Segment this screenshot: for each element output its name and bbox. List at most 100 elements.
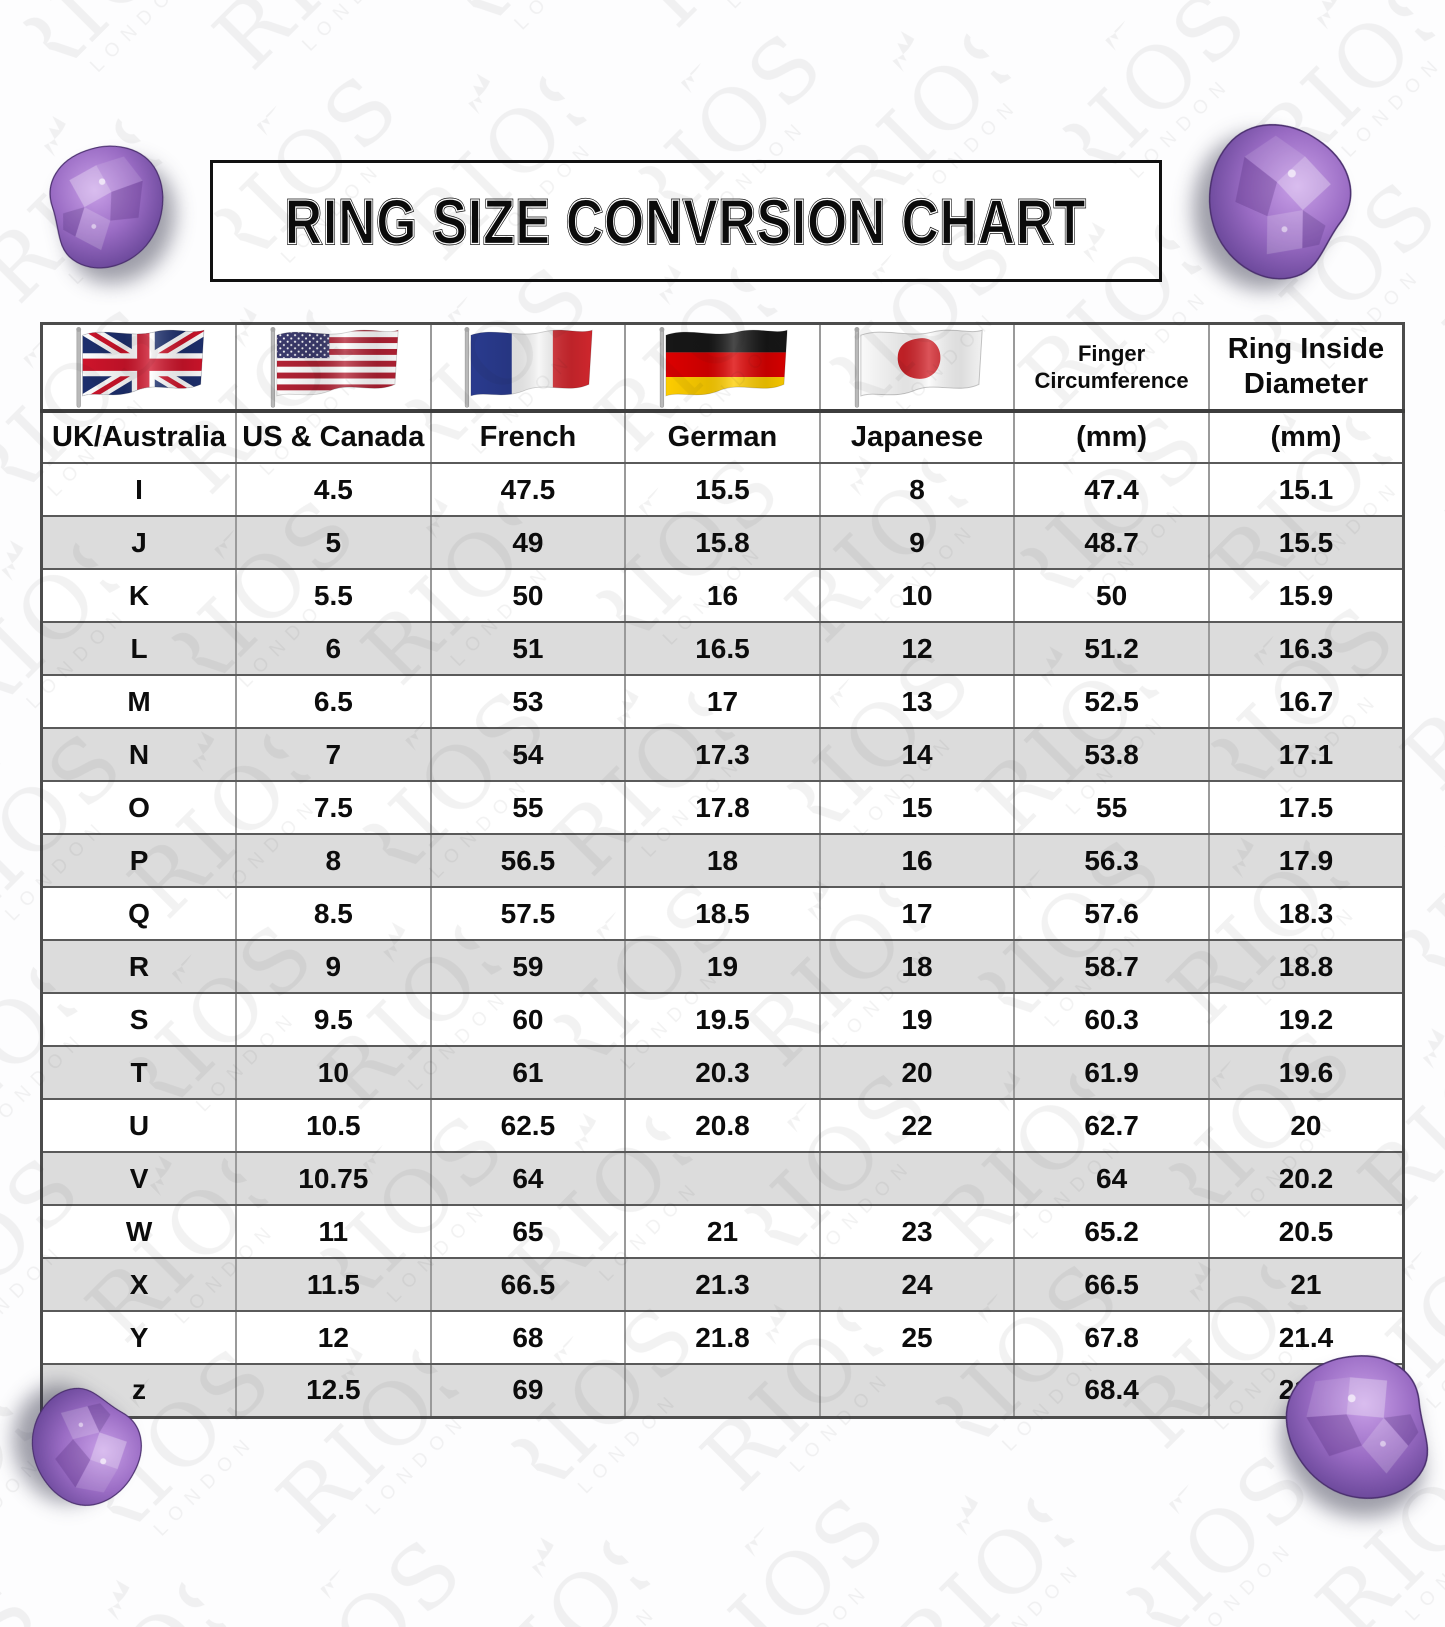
table-cell: 8.5 <box>235 886 432 941</box>
table-cell: 10.75 <box>235 1151 432 1206</box>
table-cell: 10 <box>235 1045 432 1100</box>
table-cell: 16.3 <box>1207 621 1405 676</box>
table-row: P 8 56.5 18 16 56.3 17.9 <box>40 833 1405 888</box>
germany-flag-icon <box>630 327 815 409</box>
table-row: T 10 61 20.3 20 61.9 19.6 <box>40 1045 1405 1100</box>
table-cell: 12.5 <box>235 1363 432 1418</box>
table-cell: 56.3 <box>1013 833 1210 888</box>
table-header: Finger Circumference Ring Inside Diamete… <box>40 322 1405 464</box>
uk-size-cell: N <box>40 727 238 782</box>
table-cell <box>624 1151 821 1206</box>
title-box: RING SIZE CONVRSION CHART RING SIZE CONV… <box>210 160 1162 282</box>
column-label-japanese: Japanese <box>818 410 1016 464</box>
table-cell: 20.2 <box>1207 1151 1405 1206</box>
table-cell: 17.9 <box>1207 833 1405 888</box>
table-cell: 7 <box>235 727 432 782</box>
table-cell: 23 <box>818 1204 1016 1259</box>
ring-inside-diameter-line1: Ring Inside <box>1227 333 1385 366</box>
table-cell: 21 <box>624 1204 821 1259</box>
table-cell: 16 <box>624 568 821 623</box>
table-cell: 19 <box>624 939 821 994</box>
table-cell: 56.5 <box>429 833 627 888</box>
table-row: O 7.5 55 17.8 15 55 17.5 <box>40 780 1405 835</box>
france-flag-icon <box>435 327 620 409</box>
table-cell <box>818 1363 1016 1418</box>
table-cell: 17 <box>818 886 1016 941</box>
table-row: W 11 65 21 23 65.2 20.5 <box>40 1204 1405 1259</box>
table-cell: 15.5 <box>1207 515 1405 570</box>
table-cell: 18.8 <box>1207 939 1405 994</box>
table-cell: 48.7 <box>1013 515 1210 570</box>
table-cell: 66.5 <box>1013 1257 1210 1312</box>
table-cell: 52.5 <box>1013 674 1210 729</box>
uk-size-cell: L <box>40 621 238 676</box>
table-row: I 4.5 47.5 15.5 8 47.4 15.1 <box>40 462 1405 517</box>
table-cell: 11 <box>235 1204 432 1259</box>
table-cell <box>624 1363 821 1418</box>
table-cell: 20 <box>1207 1098 1405 1153</box>
table-cell: 20 <box>818 1045 1016 1100</box>
table-cell: 18.5 <box>624 886 821 941</box>
table-cell: 10 <box>818 568 1016 623</box>
finger-circumference-line2: Circumference <box>1034 368 1189 393</box>
japan-flag-cell <box>818 322 1016 413</box>
table-cell: 54 <box>429 727 627 782</box>
table-cell: 20.8 <box>624 1098 821 1153</box>
column-label-diameter-mm: (mm) <box>1207 410 1405 464</box>
uk-flag-cell <box>40 322 238 413</box>
uk-size-cell: S <box>40 992 238 1047</box>
ring-inside-diameter-header: Ring Inside Diameter <box>1207 322 1405 413</box>
table-cell: 61.9 <box>1013 1045 1210 1100</box>
table-row: N 7 54 17.3 14 53.8 17.1 <box>40 727 1405 782</box>
table-cell: 24 <box>818 1257 1016 1312</box>
germany-flag-cell <box>624 322 821 413</box>
table-body: I 4.5 47.5 15.5 8 47.4 15.1 J 5 49 15.8 9 48.7 15.5 K 5… <box>40 462 1405 1418</box>
table-cell: 51.2 <box>1013 621 1210 676</box>
table-row: U 10.5 62.5 20.8 22 62.7 20 <box>40 1098 1405 1153</box>
table-cell: 18.3 <box>1207 886 1405 941</box>
uk-size-cell: Q <box>40 886 238 941</box>
amethyst-crystal-top-left <box>16 120 194 298</box>
table-cell: 51 <box>429 621 627 676</box>
table-cell: 10.5 <box>235 1098 432 1153</box>
japan-flag-icon <box>825 327 1010 409</box>
table-cell: 17.1 <box>1207 727 1405 782</box>
table-cell: 21 <box>1207 1257 1405 1312</box>
table-cell: 21.3 <box>624 1257 821 1312</box>
table-cell: 15.5 <box>624 462 821 517</box>
table-cell: 62.5 <box>429 1098 627 1153</box>
table-cell: 57.6 <box>1013 886 1210 941</box>
table-cell: 64 <box>1013 1151 1210 1206</box>
table-cell: 16 <box>818 833 1016 888</box>
amethyst-crystal-top-right <box>1145 70 1411 339</box>
table-cell: 6 <box>235 621 432 676</box>
uk-size-cell: J <box>40 515 238 570</box>
table-cell: 9 <box>235 939 432 994</box>
column-label-row: UK/Australia US & Canada French German J… <box>40 410 1405 464</box>
table-cell: 69 <box>429 1363 627 1418</box>
table-cell: 65 <box>429 1204 627 1259</box>
table-cell: 21.8 <box>624 1310 821 1365</box>
table-cell: 65.2 <box>1013 1204 1210 1259</box>
page-title-inline-stroke: RING SIZE CONVRSION CHART <box>285 185 1087 257</box>
column-label-us-canada: US & Canada <box>235 410 432 464</box>
table-cell: 59 <box>429 939 627 994</box>
us-flag-icon <box>241 327 426 409</box>
table-cell: 17 <box>624 674 821 729</box>
column-label-french: French <box>429 410 627 464</box>
table-cell: 15.9 <box>1207 568 1405 623</box>
uk-size-cell: U <box>40 1098 238 1153</box>
table-cell: 16.7 <box>1207 674 1405 729</box>
table-cell: 22 <box>818 1098 1016 1153</box>
ring-size-table: Finger Circumference Ring Inside Diamete… <box>40 322 1405 1419</box>
amethyst-icon <box>16 120 194 298</box>
table-cell: 7.5 <box>235 780 432 835</box>
amethyst-icon <box>1145 70 1411 339</box>
finger-circumference-header: Finger Circumference <box>1013 322 1210 413</box>
table-cell: 67.8 <box>1013 1310 1210 1365</box>
ring-inside-diameter-line2: Diameter <box>1243 368 1368 400</box>
table-cell: 16.5 <box>624 621 821 676</box>
table-cell: 4.5 <box>235 462 432 517</box>
table-cell: 18 <box>624 833 821 888</box>
